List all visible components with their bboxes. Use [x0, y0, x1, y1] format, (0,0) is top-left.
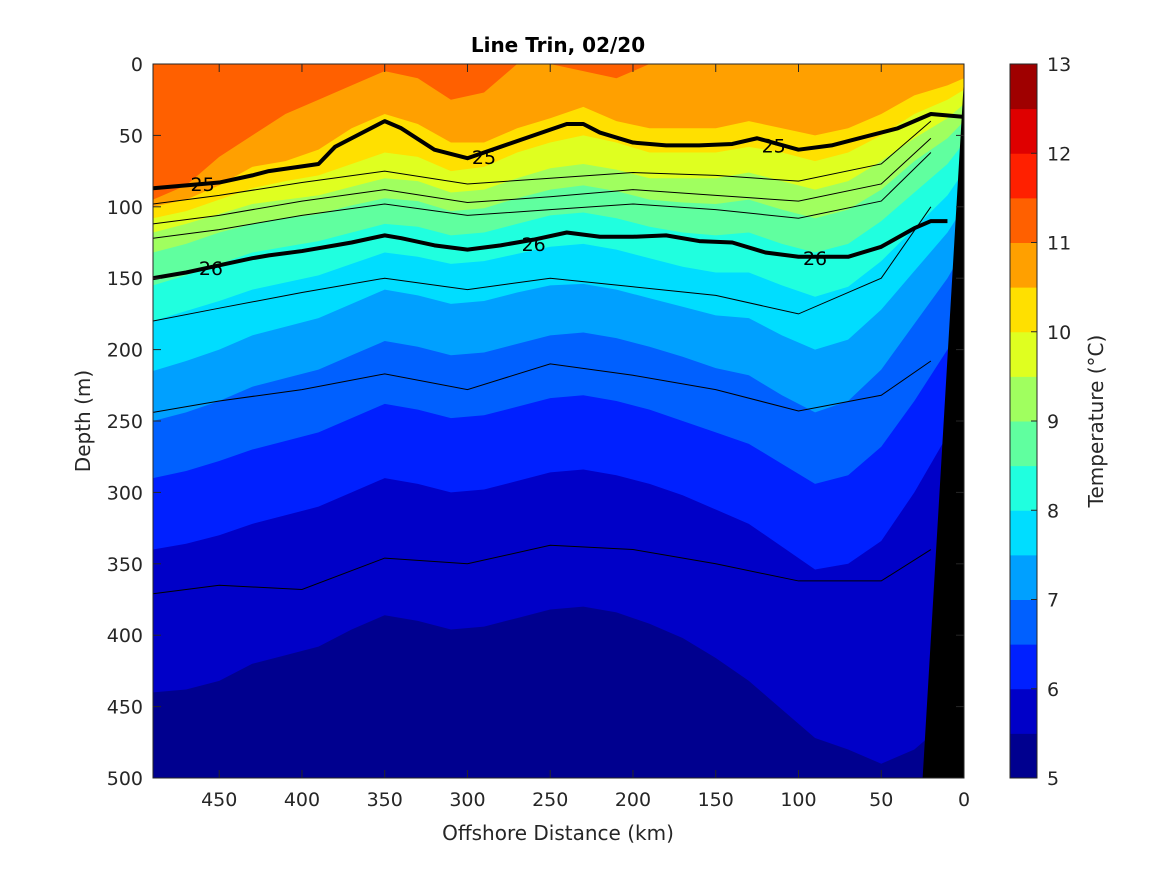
colorbar-swatch: [1010, 421, 1037, 467]
band-12: [153, 606, 964, 778]
y-tick-label: 350: [107, 554, 143, 576]
y-tick-label: 50: [119, 125, 143, 147]
density-label-text: 26: [199, 258, 223, 280]
density-label-2: 25: [762, 135, 786, 157]
colorbar-swatch: [1010, 197, 1037, 243]
isotherm-line-3: [153, 206, 932, 322]
y-tick-label: 450: [107, 697, 143, 719]
x-tick-label: 100: [780, 789, 816, 811]
x-tick-label: 150: [698, 789, 734, 811]
colorbar-swatch: [1010, 331, 1037, 377]
colorbar-ticks: 5 6 7 8 9 10 11 12 13: [1031, 54, 1071, 790]
x-tick-label: 50: [869, 789, 893, 811]
density-label-0: 25: [191, 174, 215, 196]
x-axis-label: Offshore Distance (km): [442, 821, 674, 845]
colorbar-tick-label: 7: [1047, 590, 1059, 612]
density-label-1: 25: [472, 147, 496, 169]
density-label-text: 25: [472, 147, 496, 169]
isotherm-lines: [153, 120, 932, 595]
density-contours: [153, 111, 964, 281]
seafloor: [920, 78, 964, 778]
colorbar-swatch: [1010, 510, 1037, 556]
isotherm-line-0: [153, 120, 932, 205]
colorbar-swatch: [1010, 599, 1037, 645]
x-tick-label: 350: [367, 789, 403, 811]
density-label-5: 26: [803, 248, 827, 270]
y-axis-ticks: 0 50 100 150 200 250 300 350 400 450 500: [107, 54, 964, 790]
y-tick-label: 200: [107, 340, 143, 362]
colorbar-tick-label: 6: [1047, 679, 1059, 701]
colorbar-label: Temperature (°C): [1084, 335, 1108, 509]
density-label-text: 25: [191, 174, 215, 196]
x-tick-label: 400: [284, 789, 320, 811]
x-tick-label: 450: [201, 789, 237, 811]
density-label-3: 26: [199, 258, 223, 280]
y-tick-label: 300: [107, 482, 143, 504]
colorbar-swatch: [1010, 153, 1037, 199]
y-tick-label: 0: [131, 54, 143, 76]
isotherm-line-2: [153, 152, 932, 239]
seafloor-bathymetry: [920, 78, 964, 778]
colorbar-tick-label: 11: [1047, 233, 1071, 255]
colorbar-swatch: [1010, 465, 1037, 511]
isotherm-line-1: [153, 137, 932, 225]
colorbar-tick-label: 5: [1047, 768, 1059, 790]
colorbar-swatch: [1010, 644, 1037, 690]
plot-area: 25 25 25 26 26 26: [152, 63, 965, 779]
colorbar-swatch: [1010, 688, 1037, 734]
colorbar-tick-label: 10: [1047, 322, 1071, 344]
x-tick-label: 200: [615, 789, 651, 811]
density-label-text: 25: [762, 135, 786, 157]
isotherm-line-5: [153, 544, 932, 595]
colorbar-swatch: [1010, 733, 1037, 779]
density-contour-26: [153, 219, 948, 281]
colorbar-swatch: [1010, 64, 1037, 110]
colorbar: [1009, 63, 1038, 779]
y-tick-label: 400: [107, 625, 143, 647]
colorbar-swatch: [1010, 108, 1037, 154]
density-contour-25: [153, 111, 964, 191]
x-axis-ticks: 450 400 350 300 250 200 150 100 50 0: [201, 64, 970, 811]
chart-title: Line Trin, 02/20: [471, 33, 645, 57]
isotherm-line-4: [153, 360, 932, 413]
density-label-text: 26: [803, 248, 827, 270]
colorbar-swatch: [1010, 242, 1037, 288]
y-axis-label: Depth (m): [71, 370, 95, 472]
colorbar-swatch: [1010, 376, 1037, 422]
colorbar-swatch: [1010, 287, 1037, 333]
y-tick-label: 500: [107, 768, 143, 790]
x-tick-label: 300: [449, 789, 485, 811]
y-tick-label: 250: [107, 411, 143, 433]
colorbar-tick-label: 12: [1047, 143, 1071, 165]
density-label-4: 26: [522, 234, 546, 256]
colorbar-tick-label: 8: [1047, 500, 1059, 522]
density-label-text: 26: [522, 234, 546, 256]
colorbar-swatch: [1010, 554, 1037, 600]
y-tick-label: 150: [107, 268, 143, 290]
colorbar-tick-label: 9: [1047, 411, 1059, 433]
x-tick-label: 0: [958, 789, 970, 811]
density-contour-labels: 25 25 25 26 26 26: [191, 135, 828, 280]
y-tick-label: 100: [107, 197, 143, 219]
x-tick-label: 250: [532, 789, 568, 811]
colorbar-tick-label: 13: [1047, 54, 1071, 76]
